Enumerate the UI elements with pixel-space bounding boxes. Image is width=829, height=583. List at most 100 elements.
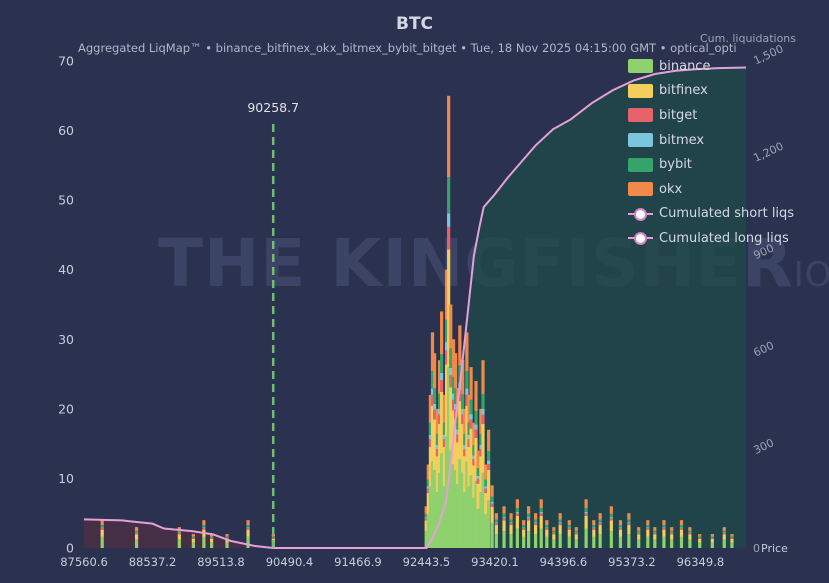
bar-segment-okx [433, 353, 437, 389]
bar-stack [447, 95, 451, 548]
bar-segment-okx [435, 408, 440, 434]
bar-stack [526, 506, 531, 548]
bar-segment-binance [463, 492, 467, 548]
bar-segment-bybit [487, 451, 491, 461]
bar-stack [688, 527, 692, 548]
bar-segment-bitget [481, 414, 485, 425]
bar-segment-bitfinex [567, 529, 571, 537]
legend-label: binance [659, 58, 711, 74]
bar-stack [515, 499, 519, 548]
bar-stack [567, 520, 571, 548]
bar-segment-bitfinex [454, 419, 458, 471]
bar-segment-bybit [534, 519, 538, 523]
legend-swatch [628, 182, 653, 197]
legend-item[interactable]: okx [628, 177, 828, 202]
legend-item[interactable]: Cumulated short liqs [628, 202, 828, 227]
bar-segment-okx [509, 513, 513, 520]
bar-segment-bitget [209, 538, 214, 539]
bar-segment-bitmex [484, 486, 488, 489]
bar-segment-okx [134, 527, 139, 531]
x-tick-label: 94396.6 [540, 555, 588, 569]
bar-segment-bybit [481, 393, 485, 409]
bar-segment-bitget [474, 429, 478, 438]
bar-segment-binance [618, 536, 623, 548]
bar-segment-bitfinex [474, 437, 478, 482]
bar-stack [487, 429, 491, 548]
bar-segment-okx [461, 360, 465, 394]
bar-segment-bitget [449, 375, 453, 388]
legend-line-marker [628, 207, 653, 221]
bar-segment-binance [509, 534, 513, 548]
bar-segment-bitfinex [598, 525, 602, 535]
bar-segment-bitmex [100, 527, 104, 529]
bar-segment-bitget [100, 528, 104, 530]
bar-segment-bitget [609, 518, 613, 521]
bar-segment-bitmex [440, 372, 444, 381]
legend-item[interactable]: bitget [628, 103, 828, 128]
bar-segment-bitfinex [481, 424, 485, 473]
legend-item[interactable]: binance [628, 54, 828, 79]
legend-item[interactable]: bitfinex [628, 79, 828, 104]
bar-segment-bybit [202, 525, 206, 528]
bar-stack [679, 520, 684, 548]
bar-segment-bitfinex [430, 405, 435, 462]
bar-stack [545, 520, 549, 548]
bar-segment-bitfinex [545, 529, 549, 537]
bar-segment-bitfinex [246, 529, 250, 537]
bar-segment-bitmex [435, 445, 440, 450]
y-tick-label: 0 [66, 541, 74, 556]
bar-segment-bitfinex [539, 515, 543, 529]
cumulated-long-line [83, 518, 274, 549]
bar-segment-bybit [447, 177, 451, 214]
bar-segment-bitget [465, 394, 469, 406]
bar-segment-bitget [637, 533, 641, 535]
legend-swatch [628, 108, 653, 123]
cumulated-lines-layer [83, 66, 747, 549]
bar-segment-bitfinex [574, 534, 578, 540]
y-tick-label: 50 [58, 193, 74, 208]
bar-segment-bitmex [430, 388, 435, 395]
bar-segment-bybit [618, 525, 623, 528]
bar-stack [502, 506, 506, 548]
bar-segment-binance [539, 528, 543, 548]
y2-tick-label: 300 [751, 436, 776, 457]
bar-segment-bitmex [534, 522, 538, 524]
bar-segment-bitfinex [522, 529, 526, 537]
bar-stack [426, 464, 430, 548]
bar-segment-okx [653, 527, 657, 531]
bar-segment-bybit [584, 508, 588, 512]
bar-segment-bybit [440, 354, 444, 373]
bar-stack [698, 534, 702, 548]
bar-segment-okx [637, 527, 641, 531]
bar-segment-bybit [426, 479, 430, 487]
bar-segment-okx [191, 534, 195, 537]
bar-segment-binance [526, 531, 531, 548]
bar-segment-bitfinex [646, 529, 650, 537]
legend-item[interactable]: bitmex [628, 128, 828, 153]
bar-segment-bitfinex [490, 506, 494, 523]
bar-segment-bitmex [428, 434, 433, 440]
bar-segment-binance [430, 461, 435, 548]
bar-segment-binance [481, 472, 485, 548]
bar-segment-okx [449, 304, 453, 349]
bar-segment-okx [202, 520, 206, 526]
bar-segment-bybit [191, 536, 195, 538]
legend-item[interactable]: Cumulated long liqs [628, 226, 828, 251]
bar-segment-binance [627, 534, 631, 548]
bar-segment-bitget [472, 459, 476, 466]
legend-item[interactable]: bybit [628, 152, 828, 177]
bar-segment-okx [722, 527, 726, 531]
bar-segment-bitget [592, 528, 596, 530]
bar-segment-bitfinex [449, 387, 453, 451]
bar-segment-binance [730, 542, 734, 548]
bar-segment-bitget [177, 533, 181, 535]
bar-segment-bitmex [437, 408, 442, 415]
bar-segment-bitget [627, 523, 631, 526]
bar-segment-binance [461, 472, 465, 548]
bar-segment-okx [646, 520, 650, 526]
bar-segment-bitmex [515, 511, 519, 514]
bar-segment-bitget [458, 389, 462, 402]
bar-segment-bybit [458, 365, 462, 384]
bar-segment-bitget [428, 439, 433, 447]
